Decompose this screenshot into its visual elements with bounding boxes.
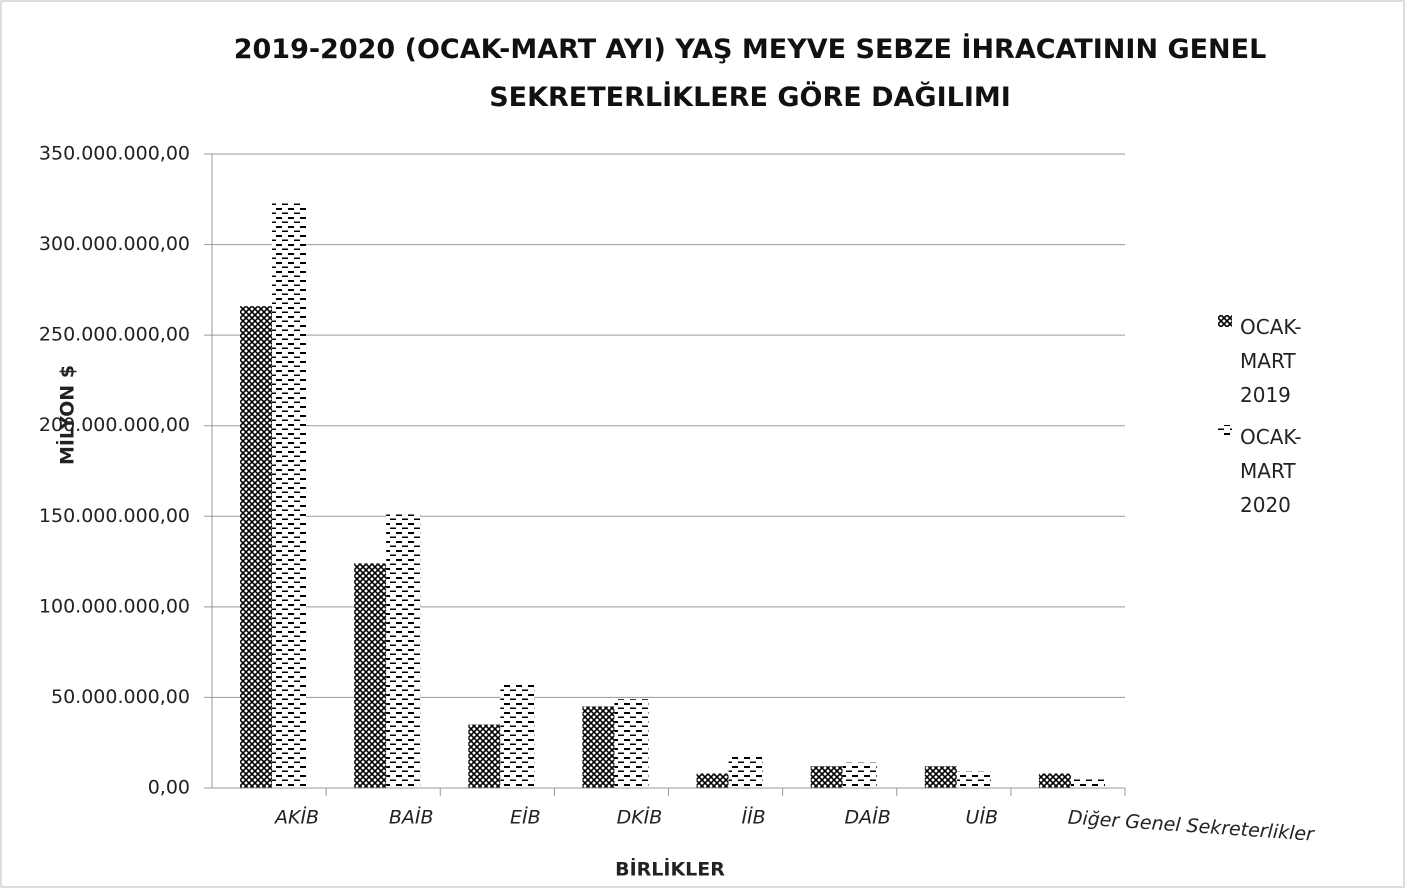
bar	[354, 563, 387, 788]
bar	[956, 771, 991, 788]
x-axis-label: BİRLİKLER	[615, 857, 725, 881]
bar	[728, 755, 763, 788]
y-tick-label: 0,00	[148, 777, 190, 799]
bar	[272, 201, 307, 788]
y-tick-label: 150.000.000,00	[39, 505, 190, 527]
chart-title: 2019-2020 (OCAK-MART AYI) YAŞ MEYVE SEBZ…	[233, 34, 1267, 113]
x-tick-label: AKİB	[273, 806, 319, 829]
x-tick-label: Diğer Genel Sekreterlikler	[1067, 807, 1316, 846]
x-tick-label: DKİB	[617, 806, 663, 829]
y-tick-label: 100.000.000,00	[39, 595, 190, 617]
y-tick-label: 300.000.000,00	[39, 233, 190, 255]
bar	[696, 773, 729, 788]
bar	[582, 706, 615, 788]
bar	[842, 762, 877, 788]
bar	[924, 766, 957, 788]
legend-swatch	[1218, 315, 1232, 327]
bar	[500, 684, 535, 788]
y-tick-label: 350.000.000,00	[39, 143, 190, 165]
bar	[386, 514, 421, 788]
bar	[614, 699, 649, 788]
y-tick-label: 250.000.000,00	[39, 324, 190, 346]
x-tick-label: UİB	[966, 806, 999, 829]
bar	[468, 724, 501, 788]
y-axis-label: MİLYON $	[55, 365, 79, 465]
x-tick-label: BAİB	[389, 806, 434, 829]
bar	[1038, 773, 1071, 788]
x-tick-label: İİB	[741, 806, 765, 829]
legend-label: OCAK-MART 2020	[1240, 425, 1302, 517]
legend-label: OCAK-MART 2019	[1240, 315, 1302, 407]
bar	[810, 766, 843, 788]
y-tick-label: 200.000.000,00	[39, 414, 190, 436]
y-tick-label: 50.000.000,00	[51, 686, 190, 708]
bar	[1070, 778, 1105, 788]
bar	[240, 306, 273, 788]
x-tick-label: EİB	[510, 806, 541, 829]
legend-swatch	[1218, 425, 1232, 437]
x-tick-label: DAİB	[845, 806, 891, 829]
